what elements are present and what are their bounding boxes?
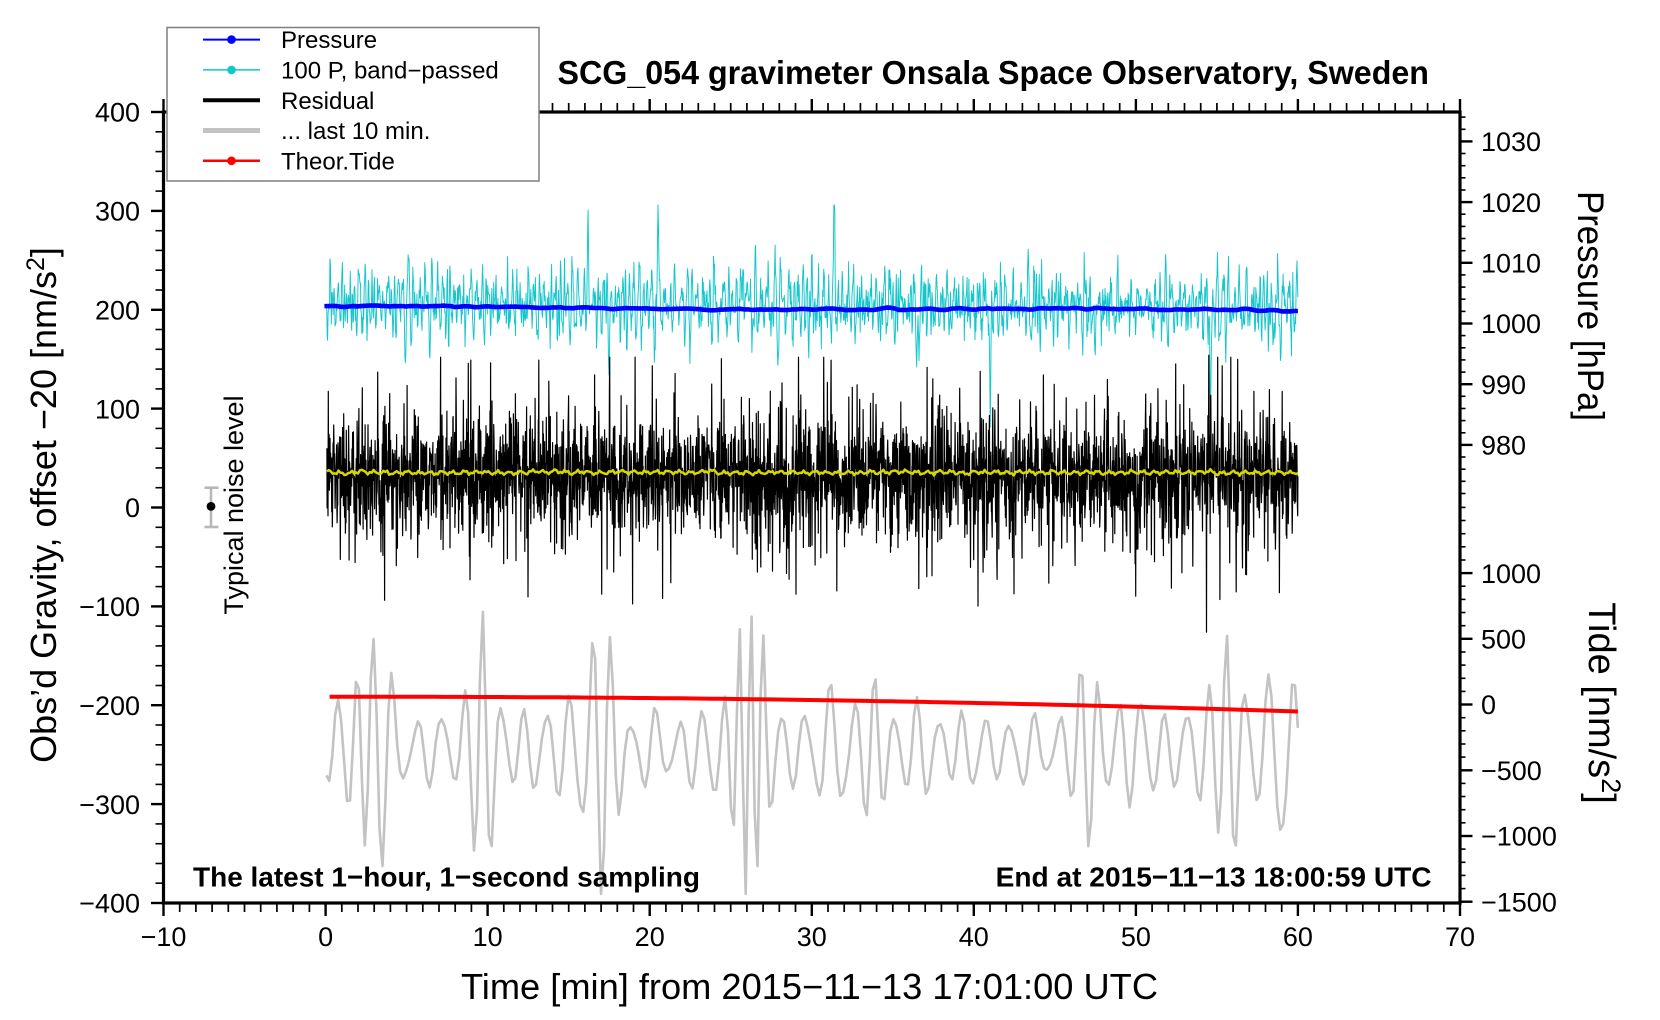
svg-text:70: 70 [1445,922,1475,952]
svg-text:−500: −500 [1481,756,1542,786]
svg-text:1020: 1020 [1481,188,1541,218]
svg-text:0: 0 [318,922,333,952]
svg-text:500: 500 [1481,625,1526,655]
svg-text:1010: 1010 [1481,249,1541,279]
svg-text:20: 20 [635,922,665,952]
svg-text:0: 0 [1481,690,1496,720]
svg-text:Typical noise level: Typical noise level [219,395,249,614]
svg-text:−1500: −1500 [1481,887,1557,917]
svg-text:The latest 1−hour, 1−second sa: The latest 1−hour, 1−second sampling [193,862,700,893]
svg-text:End at 2015−11−13 18:00:59 UTC: End at 2015−11−13 18:00:59 UTC [996,862,1432,893]
svg-text:300: 300 [95,197,140,227]
svg-text:Theor.Tide: Theor.Tide [281,148,395,175]
svg-text:60: 60 [1283,922,1313,952]
svg-text:980: 980 [1481,431,1526,461]
svg-text:−400: −400 [79,889,140,919]
svg-text:40: 40 [959,922,989,952]
svg-text:10: 10 [473,922,503,952]
svg-text:200: 200 [95,295,140,325]
svg-text:−10: −10 [141,922,187,952]
svg-text:1030: 1030 [1481,127,1541,157]
svg-text:990: 990 [1481,370,1526,400]
svg-text:1000: 1000 [1481,309,1541,339]
svg-text:−200: −200 [79,691,140,721]
svg-text:−1000: −1000 [1481,822,1557,852]
svg-text:100: 100 [95,394,140,424]
svg-text:0: 0 [125,493,140,523]
svg-text:SCG_054 gravimeter Onsala Spac: SCG_054 gravimeter Onsala Space Observat… [558,54,1430,91]
svg-text:100 P, band−passed: 100 P, band−passed [281,58,499,85]
svg-text:50: 50 [1121,922,1151,952]
svg-text:−100: −100 [79,592,140,622]
svg-text:Pressure: Pressure [281,27,377,54]
svg-text:−300: −300 [79,790,140,820]
svg-text:1000: 1000 [1481,559,1541,589]
svg-text:Pressure [hPa]: Pressure [hPa] [1570,191,1611,421]
svg-text:Time [min] from 2015−11−13 17:: Time [min] from 2015−11−13 17:01:00 UTC [461,966,1158,1007]
svg-text:Tide [nm/s2]: Tide [nm/s2] [1580,602,1626,804]
svg-text:30: 30 [797,922,827,952]
svg-text:... last 10 min.: ... last 10 min. [281,118,430,145]
svg-text:400: 400 [95,98,140,128]
svg-text:Residual: Residual [281,88,374,115]
svg-text:Obs’d Gravity, offset −20 [nm/: Obs’d Gravity, offset −20 [nm/s2] [22,247,64,763]
